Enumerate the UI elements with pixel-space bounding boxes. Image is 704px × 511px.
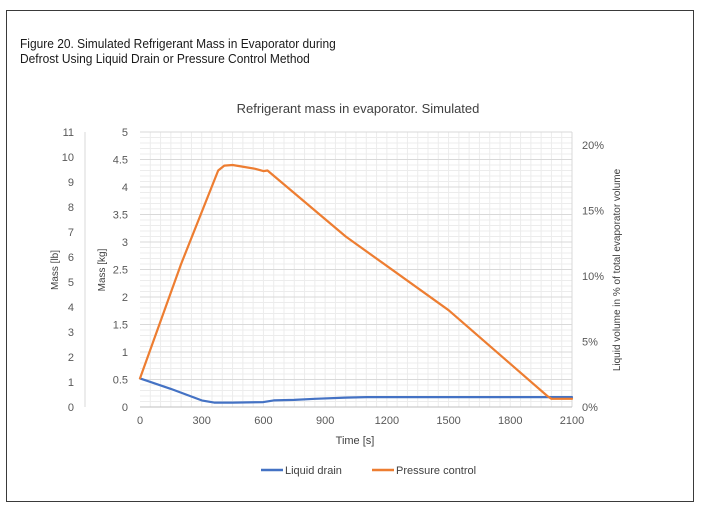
x-tick-label: 1200	[375, 415, 399, 427]
series-line-liquid-drain	[138, 377, 574, 404]
y-tick-label-lb: 4	[68, 302, 74, 314]
x-tick-label: 300	[193, 415, 211, 427]
caption-line-2: Defrost Using Liquid Drain or Pressure C…	[20, 51, 310, 66]
y-tick-label-lb: 3	[68, 327, 74, 339]
y-tick-label-kg: 2	[122, 292, 128, 304]
y-tick-label-lb: 6	[68, 252, 74, 264]
y-tick-label-kg: 4.5	[113, 155, 128, 167]
x-tick-label: 1800	[498, 415, 522, 427]
chart-title: Refrigerant mass in evaporator. Simulate…	[237, 101, 480, 116]
y-tick-label-lb: 8	[68, 202, 74, 214]
caption-line-1: Figure 20. Simulated Refrigerant Mass in…	[20, 36, 336, 51]
y-tick-label-kg: 1	[122, 347, 128, 359]
y-axis-label-lb: Mass [lb]	[50, 250, 61, 290]
y-tick-label-lb: 2	[68, 352, 74, 364]
legend-label-pressure-control: Pressure control	[396, 465, 476, 477]
y-tick-label-lb: 0	[68, 402, 74, 414]
legend: Liquid drain Pressure control	[261, 465, 476, 477]
y-tick-label-lb: 1	[68, 377, 74, 389]
y-tick-label-lb: 10	[62, 152, 74, 164]
y-axis-label-kg: Mass [kg]	[97, 248, 108, 291]
figure-caption: Figure 20. Simulated Refrigerant Mass in…	[20, 36, 406, 66]
x-tick-label: 1500	[436, 415, 460, 427]
y-tick-label-lb: 11	[63, 127, 74, 139]
y-tick-label-percent: 15%	[582, 206, 604, 218]
y-axis-label-right: Liquid volume in % of total evaporator v…	[612, 168, 623, 371]
y-tick-label-lb: 7	[68, 227, 74, 239]
axes: 0 300 600 900 1200 1500 1800 210000.511.522.533…	[62, 127, 604, 427]
x-axis-label: Time [s]	[336, 435, 375, 447]
x-tick-label: 0	[137, 415, 143, 427]
y-tick-label-kg: 3	[122, 237, 128, 249]
series-line-pressure-control	[138, 163, 574, 400]
y-tick-label-kg: 4	[122, 182, 128, 194]
y-tick-label-kg: 0.5	[113, 375, 128, 387]
y-tick-label-kg: 5	[122, 127, 128, 139]
y-tick-label-kg: 2.5	[113, 265, 128, 277]
legend-label-liquid-drain: Liquid drain	[285, 465, 342, 477]
figure-frame	[6, 10, 694, 502]
y-tick-label-percent: 10%	[582, 271, 604, 283]
y-tick-label-kg: 3.5	[113, 210, 128, 222]
series	[138, 163, 574, 404]
y-tick-label-percent: 5%	[582, 337, 598, 349]
y-tick-label-percent: 0%	[582, 402, 598, 414]
y-tick-label-percent: 20%	[582, 140, 604, 152]
x-tick-label: 600	[254, 415, 272, 427]
y-tick-label-lb: 9	[68, 177, 74, 189]
y-tick-label-lb: 5	[68, 277, 74, 289]
y-tick-label-kg: 0	[122, 402, 128, 414]
x-tick-label: 900	[316, 415, 334, 427]
x-tick-label: 2100	[560, 415, 584, 427]
grid	[140, 131, 573, 407]
y-tick-label-kg: 1.5	[113, 320, 128, 332]
